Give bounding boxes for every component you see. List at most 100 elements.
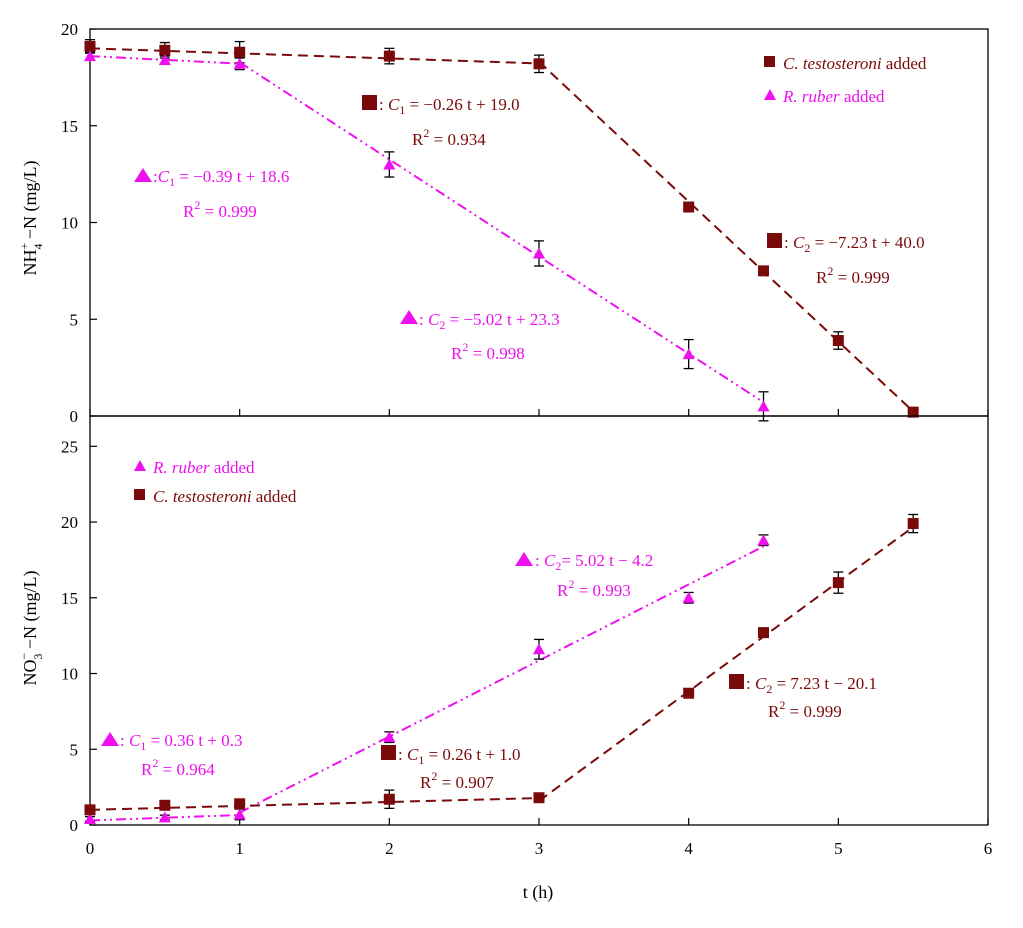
annotation-rest: = −0.39 t + 18.6 bbox=[175, 167, 289, 186]
bottom-data-point-ruber bbox=[158, 811, 171, 823]
top-fit-line-ruber bbox=[89, 55, 240, 65]
annotation-rest: = 7.23 t − 20.1 bbox=[772, 674, 877, 693]
top-data-point-testosteroni bbox=[683, 201, 695, 213]
bottom-fit-line-ruber bbox=[239, 545, 764, 814]
bottom-legend-italic-ruber: R. ruber bbox=[152, 458, 210, 477]
top-y-tick-label: 0 bbox=[70, 407, 79, 426]
top-legend-rest-ruber: added bbox=[840, 87, 885, 106]
bottom-annotation-eq: : C2= 5.02 t − 4.2 bbox=[535, 551, 653, 573]
r2-sup: 2 bbox=[152, 756, 158, 770]
top-y-axis-label: NH+4 −N (mg/L) bbox=[17, 161, 45, 276]
top-annotation-eq: : C2 = −5.02 t + 23.3 bbox=[419, 310, 560, 332]
top-ylabel-main: NH bbox=[20, 249, 40, 275]
top-annotation-testosteroni-c2: : C2 = −7.23 t + 40.0 R2 = 0.999 bbox=[767, 233, 925, 287]
bottom-annotation-r2: R2 = 0.999 bbox=[768, 698, 842, 721]
annotation-colon: : bbox=[398, 745, 407, 764]
triangle-marker-icon bbox=[400, 310, 418, 324]
bottom-fit-line-testosteroni bbox=[89, 797, 540, 811]
annotation-rest: = 5.02 t − 4.2 bbox=[561, 551, 653, 570]
annotation-symbol: C bbox=[388, 95, 400, 114]
r2-eq: = bbox=[200, 202, 218, 221]
annotation-colon: : bbox=[120, 731, 129, 750]
bottom-ylabel-main: NO bbox=[20, 659, 40, 685]
top-data-point-ruber bbox=[682, 348, 695, 360]
triangle-marker-icon bbox=[134, 168, 152, 182]
bottom-y-tick-label: 15 bbox=[61, 589, 78, 608]
bottom-annotation-eq: : C1 = 0.26 t + 1.0 bbox=[398, 745, 520, 767]
top-data-point-ruber bbox=[158, 53, 171, 65]
top-data-point-testosteroni bbox=[234, 46, 246, 58]
x-axis-label: t (h) bbox=[523, 882, 554, 903]
top-panel-nh4: 0 5 10 15 20 NH+4 −N (mg/L) C. testosteroni … bbox=[17, 20, 989, 426]
bottom-annotation-r2: R2 = 0.993 bbox=[557, 577, 631, 600]
bottom-data-point-ruber bbox=[383, 731, 396, 743]
square-marker-icon bbox=[767, 233, 782, 248]
bottom-data-point-ruber bbox=[533, 643, 545, 655]
top-y-tick-label: 20 bbox=[61, 20, 78, 39]
bottom-ylabel-rest: −N (mg/L) bbox=[20, 571, 41, 654]
bottom-fit-line-ruber bbox=[89, 814, 240, 822]
r2-sup: 2 bbox=[194, 198, 200, 212]
annotation-rest: = −0.26 t + 19.0 bbox=[405, 95, 519, 114]
top-legend-italic-ruber: R. ruber bbox=[782, 87, 840, 106]
top-y-tick-label: 10 bbox=[61, 214, 78, 233]
bottom-legend-text-ruber: R. ruber added bbox=[152, 458, 255, 477]
top-ylabel-sub: 4 bbox=[31, 244, 45, 250]
annotation-colon: : bbox=[419, 310, 428, 329]
bottom-y-tick-label: 10 bbox=[61, 665, 78, 684]
annotation-colon: : bbox=[535, 551, 544, 570]
annotation-colon: : bbox=[153, 167, 158, 186]
bottom-data-point-ruber bbox=[757, 534, 770, 546]
r2-label: R bbox=[141, 760, 153, 779]
bottom-fit-line-testosteroni bbox=[538, 526, 914, 802]
top-y-tick-label: 5 bbox=[70, 310, 79, 329]
r2-value: 0.934 bbox=[447, 130, 486, 149]
top-data-point-testosteroni bbox=[832, 335, 844, 347]
x-tick-label: 0 bbox=[86, 839, 95, 858]
square-marker-icon bbox=[729, 674, 744, 689]
bottom-legend-rest-ruber: added bbox=[210, 458, 255, 477]
r2-eq: = bbox=[158, 760, 176, 779]
r2-eq: = bbox=[785, 702, 803, 721]
top-legend-text-ruber: R. ruber added bbox=[782, 87, 885, 106]
bottom-annotation-ruber-c2: : C2= 5.02 t − 4.2 R2 = 0.993 bbox=[515, 551, 653, 600]
annotation-sub: 2 bbox=[555, 559, 561, 573]
bottom-ylabel-sub: 3 bbox=[31, 654, 45, 660]
r2-value: 0.999 bbox=[851, 268, 889, 287]
r2-label: R bbox=[557, 581, 569, 600]
top-annotation-ruber-c2: : C2 = −5.02 t + 23.3 R2 = 0.998 bbox=[400, 310, 560, 363]
r2-value: 0.993 bbox=[592, 581, 630, 600]
bottom-data-point-ruber bbox=[233, 808, 246, 820]
annotation-colon: : bbox=[379, 95, 388, 114]
bottom-y-tick-label: 20 bbox=[61, 513, 78, 532]
annotation-symbol: C bbox=[793, 233, 805, 252]
annotation-colon: : bbox=[784, 233, 793, 252]
bottom-data-point-ruber bbox=[84, 812, 96, 824]
bottom-annotation-testosteroni-c1: : C1 = 0.26 t + 1.0 R2 = 0.907 bbox=[381, 745, 520, 792]
r2-eq: = bbox=[833, 268, 851, 287]
r2-label: R bbox=[768, 702, 780, 721]
top-legend-marker-ruber bbox=[764, 89, 776, 100]
bottom-data-point-ruber bbox=[682, 591, 695, 603]
r2-value: 0.999 bbox=[803, 702, 841, 721]
r2-value: 0.999 bbox=[218, 202, 256, 221]
top-y-tick-label: 15 bbox=[61, 117, 78, 136]
annotation-symbol: C bbox=[129, 731, 141, 750]
top-data-point-ruber bbox=[233, 57, 246, 69]
annotation-rest: = 0.26 t + 1.0 bbox=[424, 745, 520, 764]
bottom-annotation-r2: R2 = 0.907 bbox=[420, 769, 494, 792]
top-annotation-eq: : C1 = −0.26 t + 19.0 bbox=[379, 95, 520, 117]
bottom-data-point-testosteroni bbox=[758, 627, 769, 639]
top-data-point-ruber bbox=[757, 400, 770, 412]
x-tick-label: 5 bbox=[834, 839, 843, 858]
annotation-rest: = 0.36 t + 0.3 bbox=[146, 731, 242, 750]
top-annotation-testosteroni-c1: : C1 = −0.26 t + 19.0 R2 = 0.934 bbox=[362, 95, 520, 149]
annotation-sub: 1 bbox=[399, 103, 405, 117]
annotation-sub: 2 bbox=[439, 318, 445, 332]
bottom-y-tick-label: 25 bbox=[61, 437, 78, 456]
x-tick-label: 1 bbox=[235, 839, 244, 858]
top-data-point-ruber bbox=[383, 158, 396, 170]
